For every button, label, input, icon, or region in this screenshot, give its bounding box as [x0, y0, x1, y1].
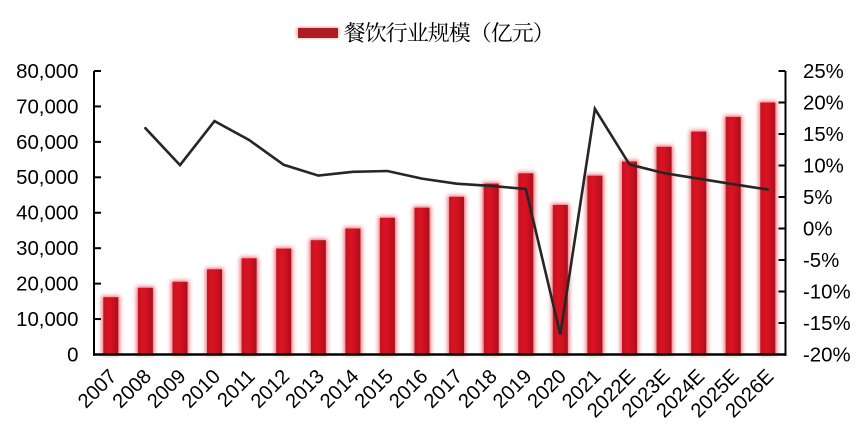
svg-text:40,000: 40,000: [16, 203, 78, 225]
svg-text:10%: 10%: [803, 155, 844, 177]
svg-text:15%: 15%: [803, 124, 844, 146]
svg-text:-5%: -5%: [803, 250, 839, 272]
svg-text:80,000: 80,000: [16, 61, 78, 83]
svg-text:-10%: -10%: [803, 281, 851, 303]
svg-text:30,000: 30,000: [16, 238, 78, 260]
svg-text:60,000: 60,000: [16, 132, 78, 154]
svg-text:10,000: 10,000: [16, 309, 78, 331]
svg-text:70,000: 70,000: [16, 96, 78, 118]
svg-text:20%: 20%: [803, 92, 844, 114]
svg-text:-15%: -15%: [803, 313, 851, 335]
svg-text:20,000: 20,000: [16, 274, 78, 296]
svg-text:5%: 5%: [803, 187, 832, 209]
svg-text:0%: 0%: [803, 218, 832, 240]
svg-text:0: 0: [67, 344, 78, 366]
svg-text:25%: 25%: [803, 61, 844, 83]
svg-text:-20%: -20%: [803, 344, 851, 366]
svg-text:50,000: 50,000: [16, 167, 78, 189]
